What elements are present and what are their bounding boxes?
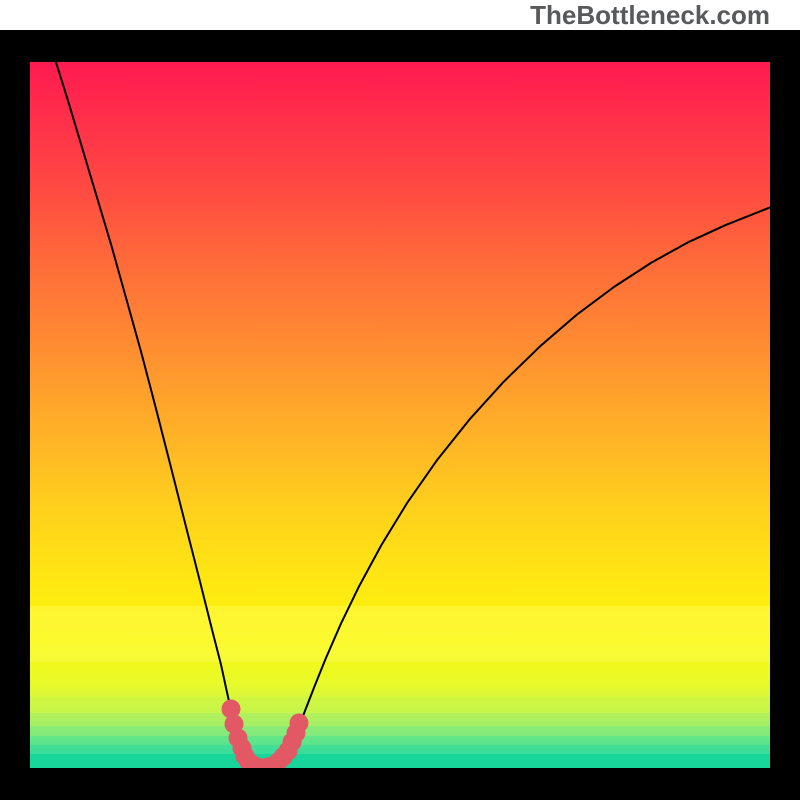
figure-root: TheBottleneck.com <box>0 0 800 800</box>
u-marker-cluster <box>30 62 770 768</box>
watermark-text: TheBottleneck.com <box>530 0 770 31</box>
u-marker-dot <box>289 713 308 732</box>
plot-area <box>30 62 770 768</box>
